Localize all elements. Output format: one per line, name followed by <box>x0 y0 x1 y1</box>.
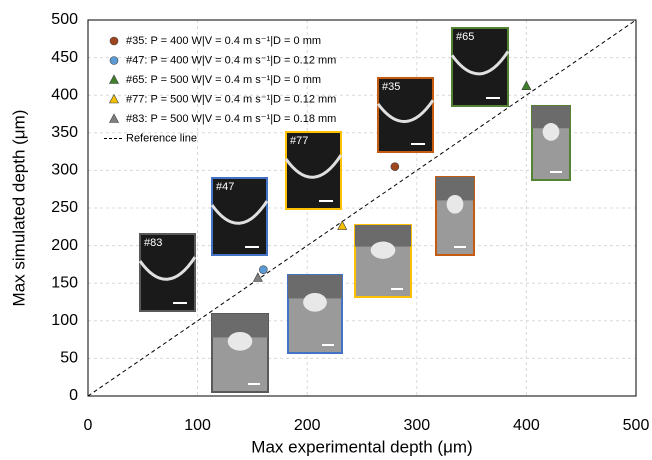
reference-line <box>87 19 637 397</box>
legend-marker <box>109 93 119 104</box>
inset-melt-pool <box>227 331 253 351</box>
y-tick-label: 350 <box>51 124 78 141</box>
legend-label: #65: P = 500 W|V = 0.4 m s⁻¹|D = 0 mm <box>126 74 321 86</box>
inset-melt-pool <box>284 154 343 179</box>
inset-label: #83 <box>144 237 162 249</box>
legend-label: #47: P = 400 W|V = 0.4 m s⁻¹|D = 0.12 mm <box>126 54 336 66</box>
inset-melt-pool <box>446 194 464 214</box>
scale-bar <box>248 383 260 385</box>
insets: #83 #47 #77 #35 #65 <box>138 27 571 393</box>
legend-marker <box>109 74 119 84</box>
inset-melt-pool <box>542 123 560 141</box>
y-tick-label: 500 <box>51 11 78 28</box>
legend-marker <box>109 36 119 46</box>
data-point <box>337 220 348 230</box>
inset-label: #77 <box>290 135 308 147</box>
inset-label: #35 <box>382 81 400 93</box>
scale-bar <box>411 143 425 145</box>
x-tick-label: 400 <box>513 417 540 434</box>
y-axis-label: Max simulated depth (μm) <box>9 110 28 307</box>
x-tick-label: 200 <box>294 417 321 434</box>
scale-bar <box>391 288 403 290</box>
x-tick-label: 0 <box>84 417 93 434</box>
y-tick-label: 300 <box>51 162 78 179</box>
y-tick-label: 100 <box>51 312 78 329</box>
inset-melt-pool <box>370 241 396 259</box>
y-tick-label: 250 <box>51 199 78 216</box>
legend-label: Reference line <box>126 132 197 144</box>
scale-bar <box>454 246 466 248</box>
y-tick-label: 0 <box>69 387 78 404</box>
legend-marker <box>109 56 119 65</box>
inset-label: #65 <box>456 31 474 43</box>
inset-label: #47 <box>216 181 234 193</box>
scale-bar <box>550 171 562 173</box>
y-tick-label: 50 <box>60 350 78 367</box>
scale-bar <box>245 246 259 248</box>
x-tick-label: 100 <box>184 417 211 434</box>
inset-melt-pool <box>376 99 435 123</box>
inset-melt-pool <box>450 50 510 76</box>
scale-bar <box>486 97 500 99</box>
data-point <box>259 265 268 274</box>
y-tick-label: 400 <box>51 86 78 103</box>
legend-label: #35: P = 400 W|V = 0.4 m s⁻¹|D = 0 mm <box>126 35 321 47</box>
inset-melt-pool <box>303 292 327 312</box>
legend-marker <box>109 113 119 123</box>
legend-label: #77: P = 500 W|V = 0.4 m s⁻¹|D = 0.12 mm <box>126 93 336 105</box>
inset-surface <box>436 177 474 201</box>
scale-bar <box>319 200 333 202</box>
inset-surface <box>288 275 342 299</box>
inset-surface <box>532 106 570 129</box>
inset-melt-pool <box>210 200 269 225</box>
y-tick-label: 450 <box>51 49 78 66</box>
y-tick-label: 150 <box>51 274 78 291</box>
data-point <box>252 272 263 282</box>
scale-bar <box>173 302 187 304</box>
legend-label: #83: P = 500 W|V = 0.4 m s⁻¹|D = 0.18 mm <box>126 113 336 125</box>
x-axis-label: Max experimental depth (μm) <box>251 437 472 456</box>
inset-melt-pool <box>138 256 197 281</box>
x-tick-label: 500 <box>623 417 650 434</box>
data-point <box>521 80 532 90</box>
scale-bar <box>322 344 334 346</box>
plot-frame <box>87 19 637 397</box>
x-tick-label: 300 <box>403 417 430 434</box>
data-point <box>390 162 400 171</box>
inset-surface <box>355 225 411 247</box>
inset-surface <box>212 314 268 338</box>
y-tick-label: 200 <box>51 237 78 254</box>
